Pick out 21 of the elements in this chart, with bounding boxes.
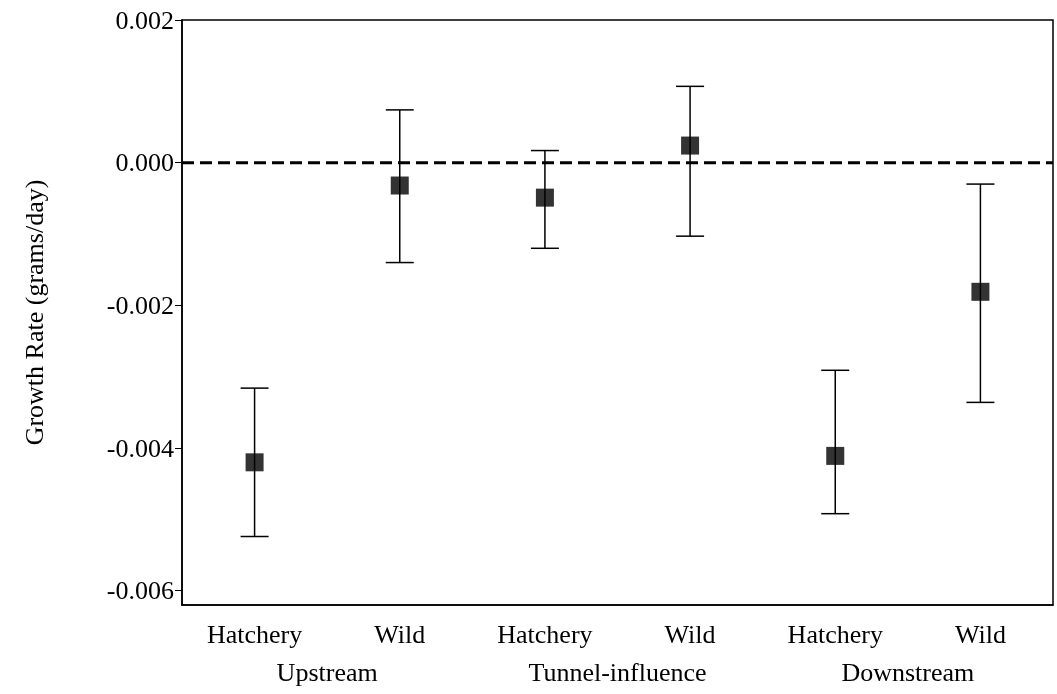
y-tick-label: 0.002 — [115, 5, 174, 35]
text: Downstream — [841, 657, 975, 687]
x-tick-label: Wild — [664, 619, 716, 649]
text: Tunnel-influence — [528, 657, 707, 687]
point — [971, 282, 990, 301]
point — [826, 446, 845, 465]
x-tick-label: Wild — [374, 619, 426, 649]
x-tick-label: Hatchery — [206, 619, 303, 649]
x-tick-label: Wild — [954, 619, 1006, 649]
point — [390, 176, 409, 195]
y-tick-label: -0.004 — [106, 433, 174, 463]
point — [681, 136, 700, 155]
text: Upstream — [276, 657, 378, 687]
point — [535, 188, 554, 207]
y-axis-title: Growth Rate (grams/day) — [19, 179, 49, 446]
y-tick-label: -0.002 — [106, 290, 174, 320]
point — [245, 453, 264, 472]
y-tick-label: -0.006 — [106, 576, 174, 606]
x-tick-label: Hatchery — [787, 619, 883, 649]
x-tick-label: Hatchery — [497, 619, 593, 649]
y-tick-label: 0.000 — [115, 148, 174, 178]
